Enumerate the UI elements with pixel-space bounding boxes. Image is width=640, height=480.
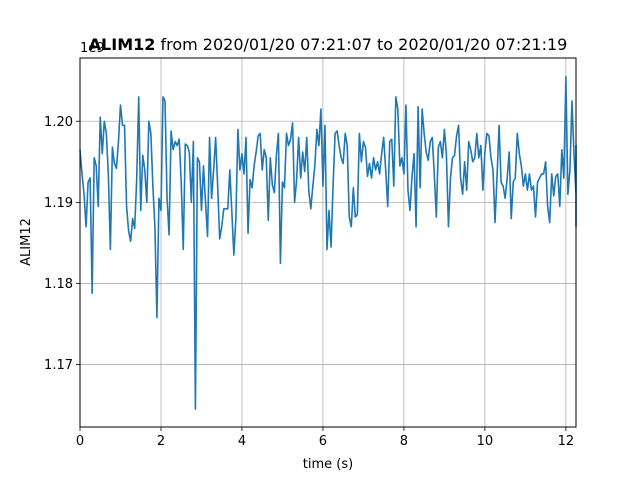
y-tick-label: 1.18 (44, 277, 73, 292)
y-tick-label: 1.19 (44, 196, 73, 211)
y-axis: 1.17 1.18 1.19 1.20 (44, 115, 80, 373)
x-tick-label: 6 (319, 434, 327, 449)
offset-label: 1e9 (80, 41, 105, 56)
x-axis-label: time (s) (303, 457, 353, 472)
x-tick-label: 10 (477, 434, 494, 449)
chart-title-bold: ALIM12 (89, 35, 156, 54)
x-tick-label: 0 (76, 434, 84, 449)
plot-frame (79, 57, 577, 428)
y-axis-label: ALIM12 (19, 218, 34, 266)
y-tick-label: 1.17 (44, 358, 73, 373)
chart-title-rest: from 2020/01/20 07:21:07 to 2020/01/20 0… (155, 35, 567, 54)
x-tick-label: 8 (400, 434, 408, 449)
y-tick-label: 1.20 (44, 115, 73, 130)
chart-title: ALIM12 from 2020/01/20 07:21:07 to 2020/… (89, 35, 568, 54)
x-tick-label: 4 (238, 434, 246, 449)
series-line-0 (79, 75, 577, 410)
x-tick-label: 12 (558, 434, 575, 449)
x-tick-label: 2 (157, 434, 165, 449)
x-axis: 0 2 4 6 8 10 12 (76, 427, 574, 449)
series-group (79, 75, 577, 410)
